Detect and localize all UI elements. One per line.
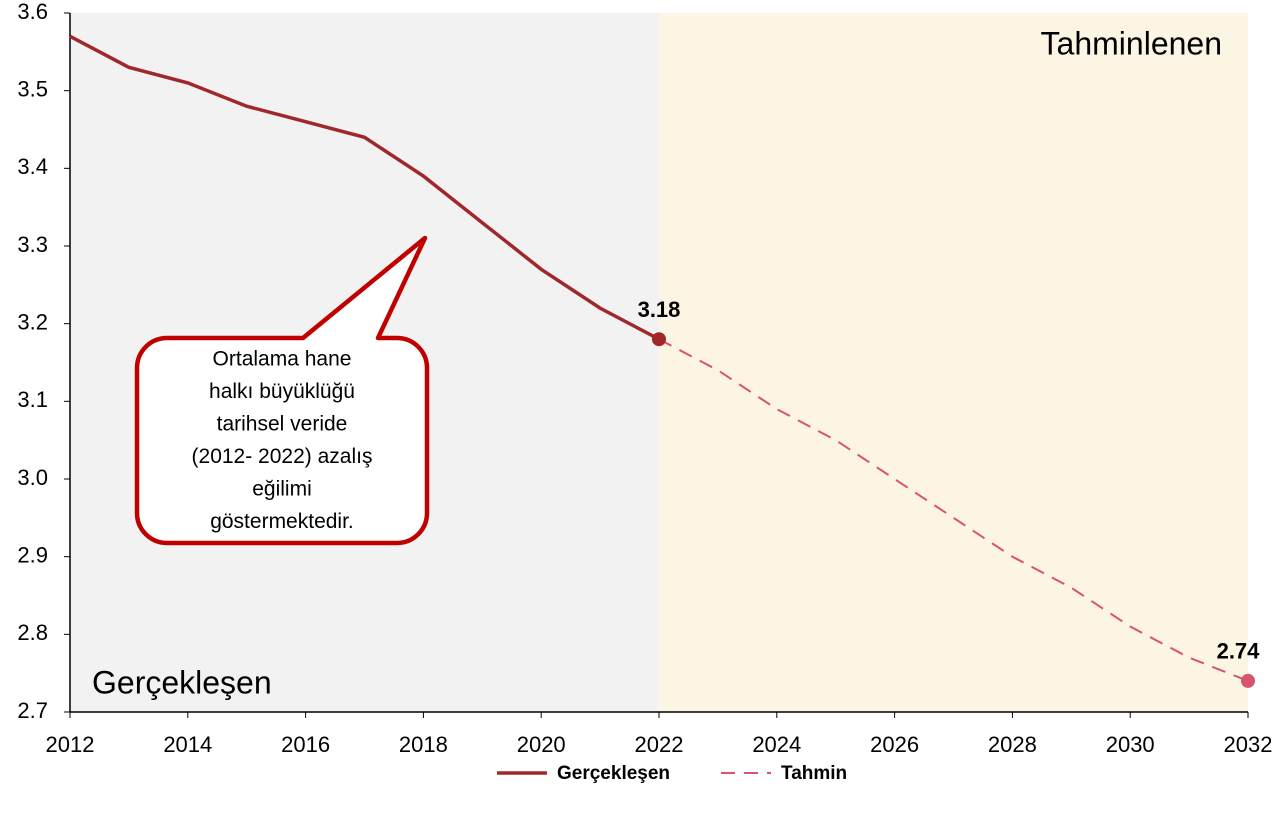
data-label: 2.74 [1217,639,1261,664]
annotation-line: eğilimi [252,478,312,501]
y-tick-label: 3.2 [17,309,48,334]
point [652,332,666,347]
data-label: 3.18 [638,297,681,322]
annotation-line: göstermektedir. [210,510,354,533]
x-tick-label: 2014 [163,732,212,757]
annotation-line: Ortalama hane [213,348,352,371]
y-tick-label: 3.3 [17,232,48,257]
region-label: Tahminlenen [1041,25,1222,61]
annotation-line: halkı büyüklüğü [209,380,355,403]
x-tick-label: 2018 [399,732,448,757]
x-tick-label: 2026 [870,732,919,757]
x-tick-label: 2030 [1106,732,1155,757]
x-tick-label: 2012 [46,732,95,757]
x-tick-label: 2020 [517,732,566,757]
x-tick-label: 2024 [752,732,801,757]
x-tick-label: 2022 [635,732,684,757]
y-tick-label: 3.0 [17,465,48,490]
x-tick-label: 2032 [1224,732,1273,757]
callout [134,235,430,546]
y-tick-label: 2.7 [17,698,48,723]
y-tick-label: 3.4 [17,154,48,179]
legend-label: Tahmin [781,763,847,784]
y-tick-label: 2.8 [17,620,48,645]
x-tick-label: 2016 [281,732,330,757]
y-tick-label: 2.9 [17,542,48,567]
y-tick-label: 3.1 [17,387,48,412]
legend-label: Gerçekleşen [557,763,670,784]
annotation-line: tarihsel veride [217,413,348,436]
annotation-line: (2012- 2022) azalış [192,445,373,468]
y-tick-label: 3.6 [17,0,48,24]
region [659,13,1248,712]
series-line [69,34,660,341]
y-tick-label: 3.5 [17,76,48,101]
region-label: Gerçekleşen [92,664,272,700]
x-tick-label: 2028 [988,732,1037,757]
point [1241,673,1255,688]
